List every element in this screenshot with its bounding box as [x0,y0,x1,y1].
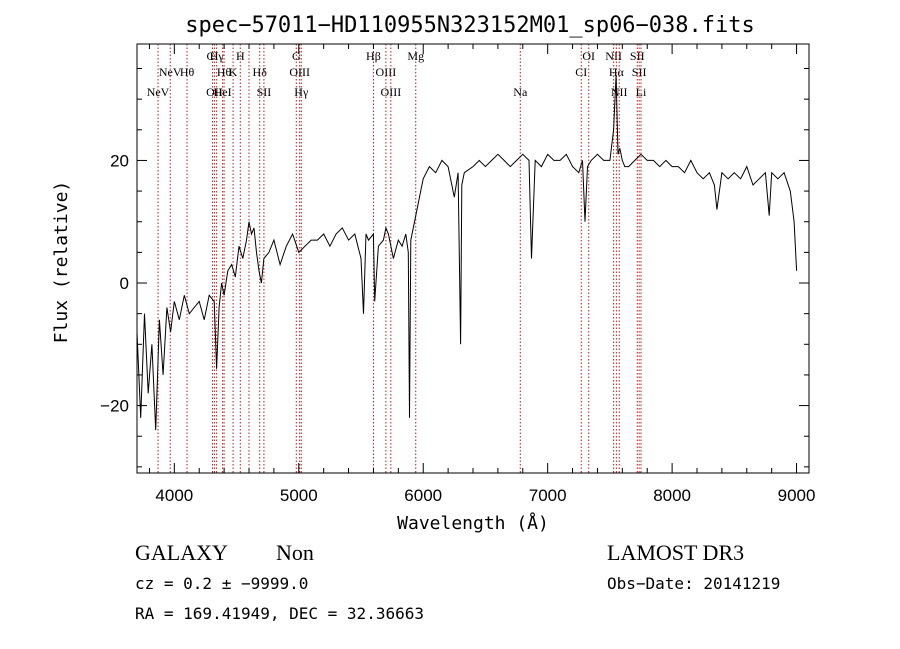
spectrum-layer [136,74,798,431]
x-tick-label: 4000 [155,486,193,505]
line-label: OIII [376,65,397,79]
line-label: SII [632,65,647,79]
line-label: Hθ [217,65,232,79]
line-label: Hβ [366,49,381,63]
line-label: OI [582,49,595,63]
observation-date: Obs−Date: 20141219 [607,574,780,593]
line-label: SII [257,85,272,99]
line-label: Hγ [294,85,309,99]
line-label: CI [207,49,219,63]
object-subclass: Non [276,540,314,565]
line-label: OIII [381,85,402,99]
line-label: HeI [214,85,232,99]
y-axis-label: Flux (relative) [51,181,72,344]
x-tick-label: 6000 [404,486,442,505]
line-label: Hθ [180,65,195,79]
x-axis-label: Wavelength (Å) [397,512,549,534]
line-label: H [236,49,245,63]
line-label: Hδ [253,65,268,79]
survey-name: LAMOST DR3 [607,540,744,565]
x-tick-label: 5000 [280,486,318,505]
axis-ticks: 4000 5000 6000 7000 8000 9000 −20 0 20 [100,44,815,505]
line-label: Hα [609,65,625,79]
line-label: SII [630,49,645,63]
line-label: CI [575,65,587,79]
line-label: Na [513,85,528,99]
object-class: GALAXY [135,540,228,565]
line-label: K [229,65,238,79]
line-label: NII [605,49,622,63]
line-label: OII [206,85,223,99]
y-tick-label: 20 [110,151,129,170]
line-label: Li [636,85,647,99]
x-tick-label: 9000 [778,486,816,505]
y-tick-label: 0 [120,274,129,293]
coordinates: RA = 169.41949, DEC = 32.36663 [135,604,424,623]
x-tick-label: 8000 [653,486,691,505]
redshift-cz: cz = 0.2 ± −9999.0 [135,574,308,593]
line-label: NII [611,85,628,99]
line-label: OIII [289,65,310,79]
spectrum-line [136,74,798,431]
chart-title: spec−57011−HD110955N323152M01_sp06−038.f… [185,13,755,38]
line-label: G [292,49,301,63]
line-label: NeV [159,65,182,79]
line-label: Hγ [210,49,225,63]
line-label: NeV [147,85,170,99]
x-tick-label: 7000 [529,486,567,505]
y-tick-label: −20 [100,397,129,416]
line-label: Mg [407,49,424,63]
